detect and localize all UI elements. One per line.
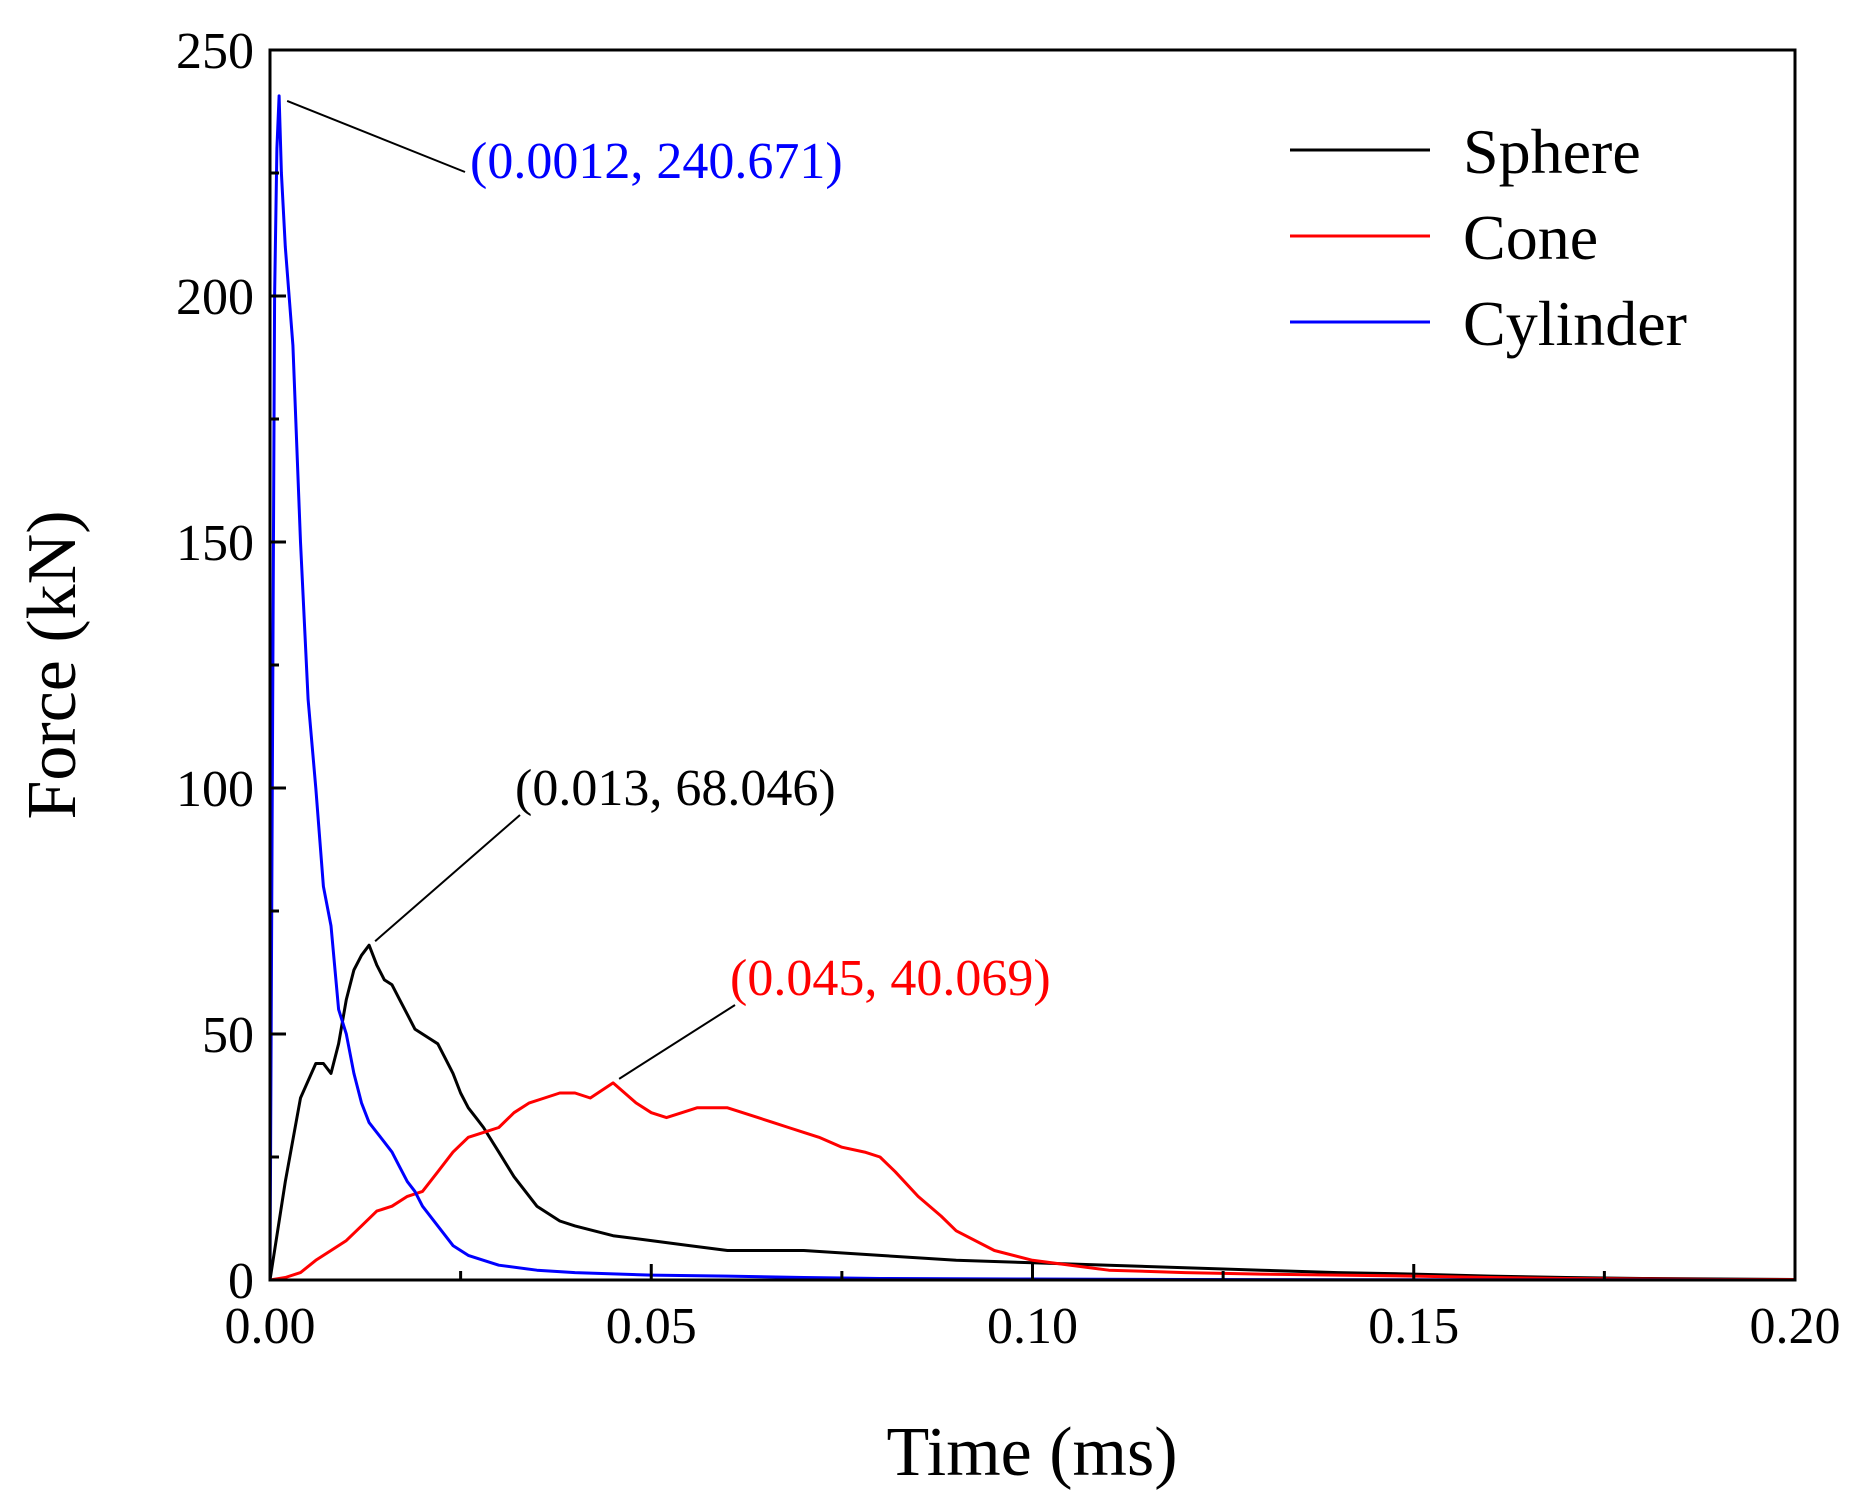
annotation-leader	[618, 1004, 736, 1080]
series-lines	[268, 94, 1796, 1282]
y-tick-label: 100	[176, 761, 254, 818]
annotation-label: (0.0012, 240.671)	[470, 133, 843, 190]
series-line-sphere	[268, 943, 1796, 1281]
legend-label-sphere: Sphere	[1463, 116, 1641, 187]
annotation-leader	[374, 814, 521, 942]
x-tick-label: 0.15	[1368, 1298, 1459, 1355]
annotations: (0.0012, 240.671) (0.013, 68.046) (0.045, …	[286, 99, 1051, 1080]
annotation-label: (0.013, 68.046)	[515, 760, 836, 817]
y-tick-label: 200	[176, 269, 254, 326]
x-tick-label: 0.05	[606, 1298, 697, 1355]
x-tick-label: 0.10	[987, 1298, 1078, 1355]
x-axis-title: Time (ms)	[886, 1414, 1177, 1491]
series-line-cone	[269, 1081, 1795, 1282]
y-tick-label: 150	[176, 515, 254, 572]
y-tick-label: 250	[176, 23, 254, 80]
series-line-cylinder	[268, 94, 1796, 1282]
y-tick-label: 50	[202, 1007, 254, 1064]
annotation-leader	[286, 99, 466, 173]
y-axis-title: Force (kN)	[14, 510, 91, 819]
annotation-label: (0.045, 40.069)	[730, 950, 1051, 1007]
y-tick-label: 0	[228, 1253, 254, 1310]
x-axis: 0.00 0.05 0.10 0.15 0.20	[225, 1264, 1841, 1355]
legend: Sphere Cone Cylinder	[1290, 116, 1687, 359]
legend-label-cylinder: Cylinder	[1463, 288, 1687, 359]
x-tick-label: 0.20	[1750, 1298, 1841, 1355]
legend-label-cone: Cone	[1463, 202, 1598, 273]
y-axis: 0 50 100 150 200 250	[176, 23, 286, 1310]
x-tick-label: 0.00	[225, 1298, 316, 1355]
